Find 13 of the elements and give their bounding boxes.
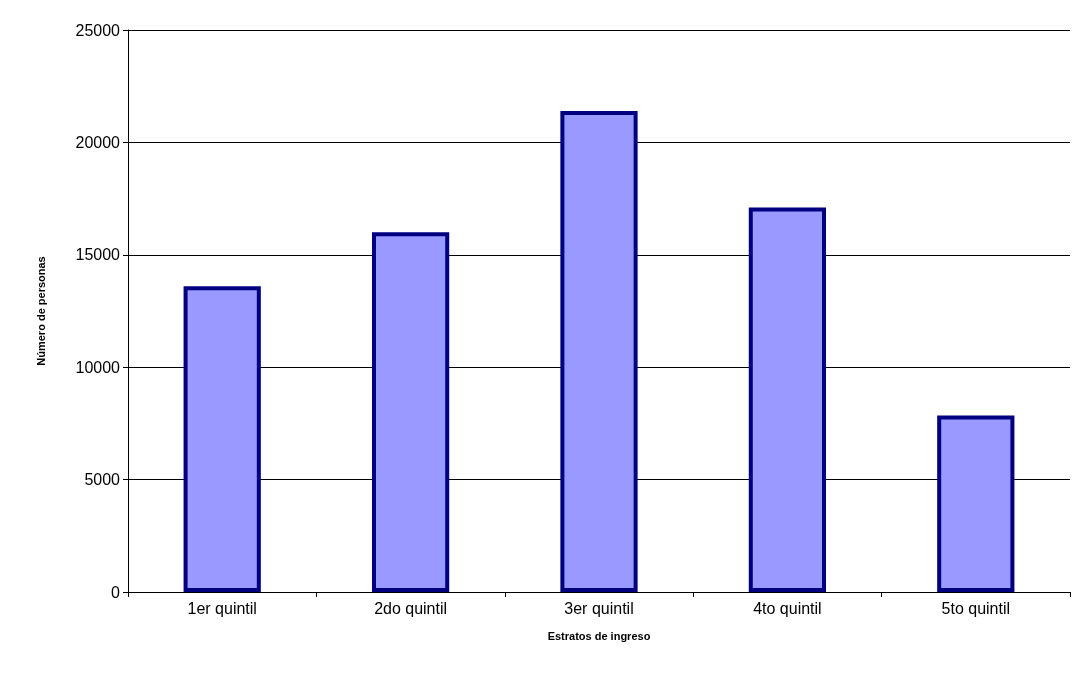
- y-tick-label: 25000: [75, 21, 121, 39]
- x-tick-label: 2do quintil: [374, 599, 448, 617]
- y-tick-label: 5000: [84, 471, 121, 489]
- x-tick-label: 3er quintil: [564, 599, 634, 617]
- y-tick-label: 15000: [75, 246, 121, 264]
- x-tick-label: 5to quintil: [941, 599, 1011, 617]
- x-tick-label: 1er quintil: [187, 599, 257, 617]
- x-axis-title: Estratos de ingreso: [547, 629, 651, 642]
- y-tick-label: 0: [111, 583, 121, 601]
- y-tick-label: 10000: [75, 358, 121, 376]
- y-tick-label: 20000: [75, 133, 121, 151]
- x-tick-label: 4to quintil: [753, 599, 822, 617]
- y-axis-title: Número de personas: [34, 256, 47, 366]
